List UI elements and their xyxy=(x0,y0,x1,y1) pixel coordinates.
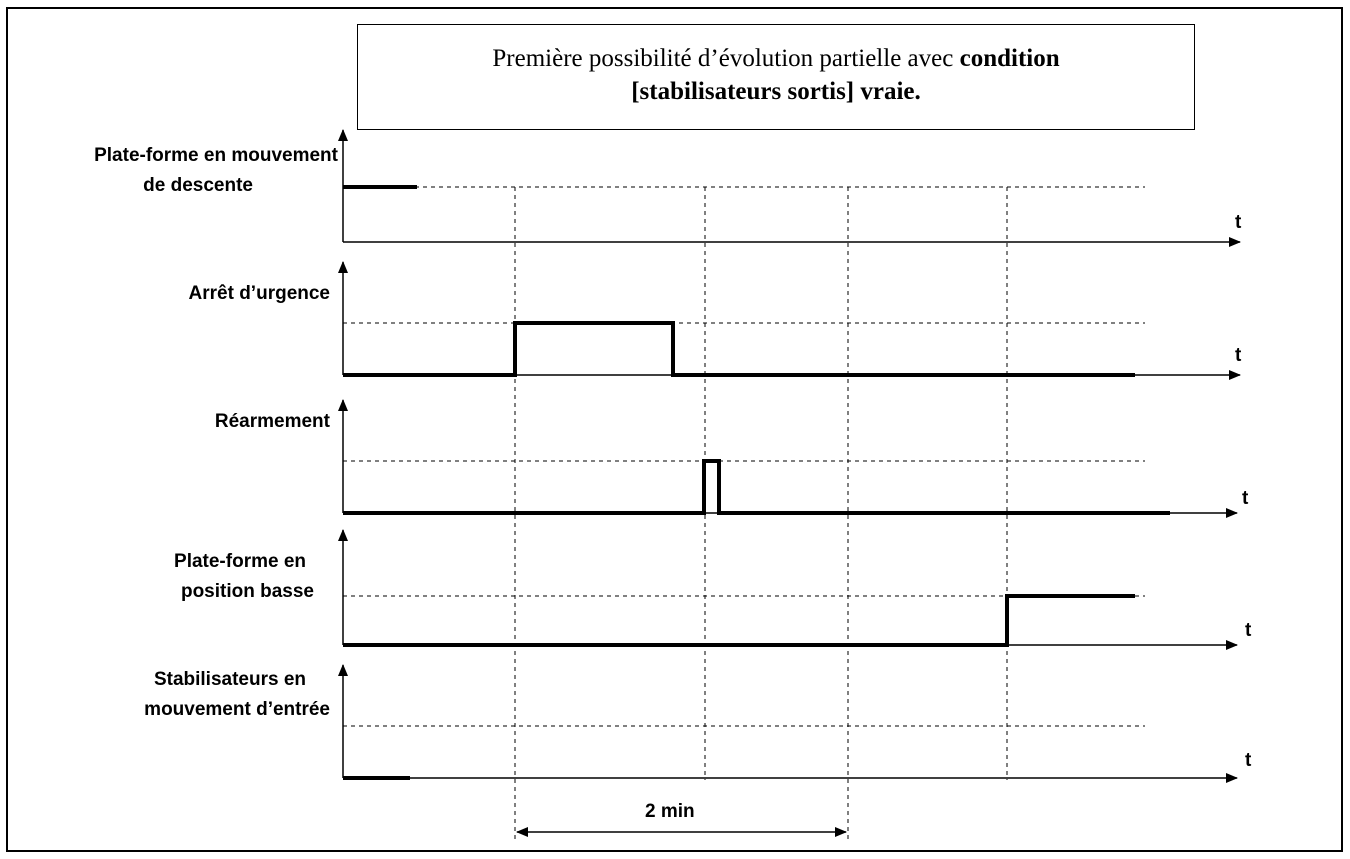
signal-5-stabilisateurs xyxy=(338,664,1238,783)
title-text: Première possibilité d’évolution partiel… xyxy=(492,45,960,72)
signal-label-stabilisateurs: Stabilisateurs en mouvement d’entrée xyxy=(144,669,330,720)
title-bold-1: condition xyxy=(959,45,1060,72)
signal-3-rearmement xyxy=(338,399,1238,518)
t-axis-label-1: t xyxy=(1235,212,1242,233)
signal-4-position-basse xyxy=(338,529,1238,650)
t-axis-label-5: t xyxy=(1245,750,1252,771)
signal-label-rearmement: Réarmement xyxy=(214,411,330,432)
title-box: Première possibilité d’évolution partiel… xyxy=(357,24,1195,130)
signal-label-arret-urgence: Arrêt d’urgence xyxy=(188,283,330,304)
title-bold-2: [stabilisateurs sortis] vraie. xyxy=(631,78,921,105)
signal-label-descente: Plate-forme en mouvement de descente xyxy=(94,145,338,196)
duration-label: 2 min xyxy=(645,801,695,822)
t-axis-label-3: t xyxy=(1242,488,1249,509)
t-axis-label-2: t xyxy=(1235,345,1242,366)
signal-2-arret-urgence xyxy=(338,261,1241,380)
signal-1-descente xyxy=(338,129,1241,247)
t-axis-label-4: t xyxy=(1245,620,1252,641)
diagram-frame xyxy=(6,7,1343,852)
signal-label-position-basse: Plate-forme en position basse xyxy=(174,551,314,602)
